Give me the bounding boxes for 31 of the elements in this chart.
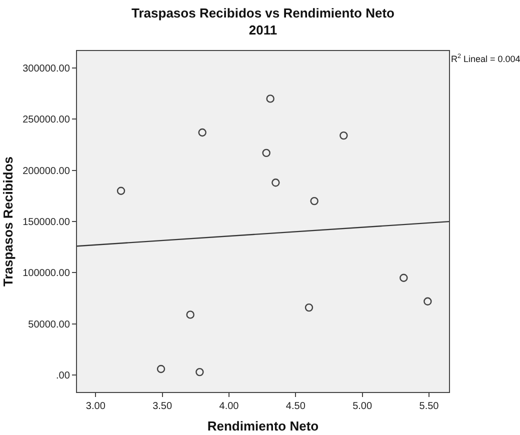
point: [340, 131, 348, 140]
y-tick-label: 200000.00: [22, 166, 70, 177]
y-tick-label: 100000.00: [22, 268, 70, 280]
y-tick-label: 300000.00: [22, 63, 70, 74]
y-tick-label: .00: [56, 370, 70, 382]
x-tick-label: 3.00: [86, 401, 106, 412]
point: [262, 148, 270, 158]
x-tick-label: 3.50: [152, 401, 172, 412]
y-axis-title: Traspasos Recibidos: [0, 156, 16, 287]
chart-subtitle: 2011: [248, 22, 278, 38]
point: [266, 94, 274, 103]
point: [116, 186, 126, 195]
x-tick-label: 5.50: [419, 401, 440, 412]
y-tick-label: 250000.00: [22, 114, 70, 126]
point: [156, 364, 166, 374]
text: R$^{2}$ Lineal = 0.004: [451, 53, 520, 64]
point: [400, 274, 408, 282]
chart-title: Traspasos Recibidos vs Rendimiento Neto: [132, 5, 395, 20]
x-tick-label: 4.00: [219, 401, 240, 412]
point: [196, 368, 204, 376]
x-tick-label: 4.50: [286, 401, 306, 412]
point: [310, 196, 318, 206]
point: [272, 178, 280, 187]
x-tick-label: 5.00: [352, 401, 372, 412]
point: [198, 128, 206, 137]
point: [186, 310, 194, 319]
point: [424, 297, 432, 306]
y-tick-label: 50000.00: [28, 319, 70, 330]
point: [304, 303, 314, 312]
x-axis-title: Rendimiento Neto: [207, 418, 319, 434]
y-tick-label: 150000.00: [22, 217, 70, 228]
